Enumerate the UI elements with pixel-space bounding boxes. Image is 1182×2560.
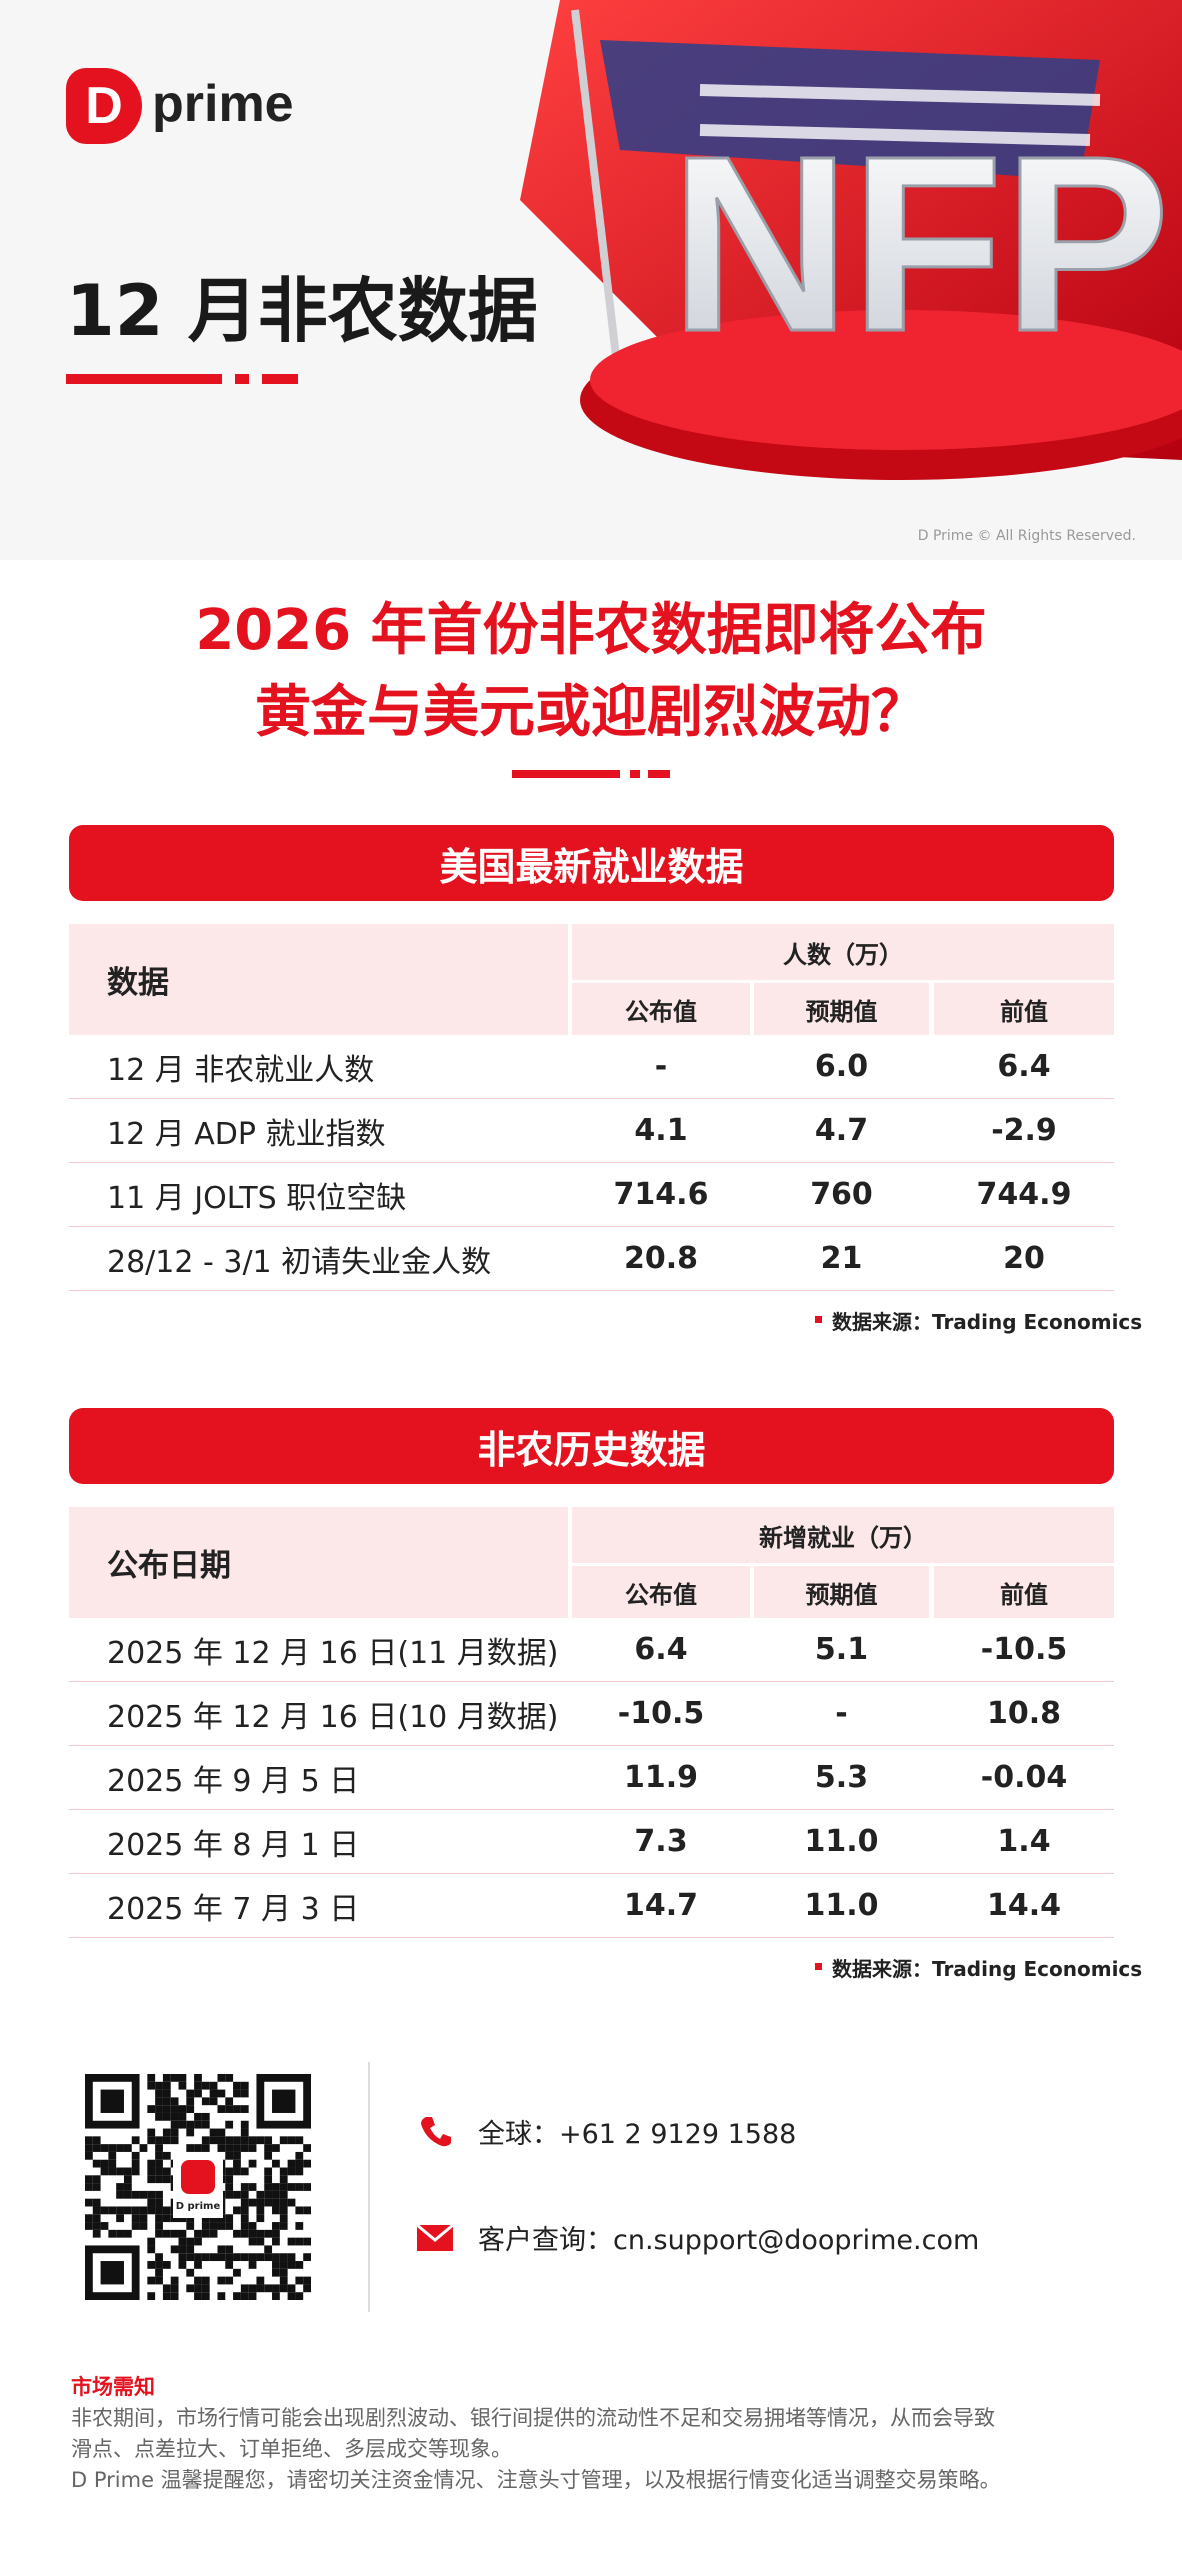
column-header: 预期值 — [754, 983, 929, 1035]
row-header: 公布日期 — [69, 1507, 568, 1618]
row-divider — [69, 1809, 1114, 1810]
divider — [630, 770, 640, 778]
accent — [235, 374, 249, 384]
column-header: 公布值 — [572, 1566, 750, 1618]
row-divider — [69, 1873, 1114, 1874]
table-value: -10.5 — [980, 1632, 1068, 1667]
section-title: 非农历史数据 — [69, 1408, 1114, 1484]
row-divider — [69, 1937, 1114, 1938]
row-label: 12 月 非农就业人数 — [107, 1052, 375, 1088]
table-value: 20.8 — [623, 1241, 699, 1276]
table-value: 6.4 — [634, 1632, 688, 1667]
row-label: 11 月 JOLTS 职位空缺 — [107, 1180, 407, 1216]
qr-svg — [85, 2074, 311, 2300]
section-title: 美国最新就业数据 — [69, 825, 1114, 901]
divider — [512, 770, 620, 778]
hero-art: NFP — [0, 0, 1182, 560]
table-value: 5.3 — [814, 1760, 869, 1795]
table-value: 10.8 — [986, 1696, 1062, 1731]
table-value: 5.1 — [814, 1632, 869, 1667]
row-divider — [69, 1226, 1114, 1227]
notice-line: D Prime 温馨提醒您，请密切关注资金情况、注意头寸管理，以及根据行情变化适… — [71, 2468, 1001, 2492]
row-label: 2025 年 12 月 16 日(11 月数据) — [107, 1635, 559, 1671]
brand: prime — [152, 75, 294, 133]
table-value: -2.9 — [991, 1113, 1057, 1148]
row-divider — [69, 1098, 1114, 1099]
row-divider — [69, 1290, 1114, 1291]
table-value: 1.4 — [997, 1824, 1051, 1859]
column-header: 前值 — [934, 983, 1114, 1035]
column-header: 预期值 — [754, 1566, 929, 1618]
table-value: 6.0 — [814, 1049, 869, 1084]
notice: 市场需知 非农期间，市场行情可能会出现剧烈波动、银行间提供的流动性不足和交易拥堵… — [71, 2372, 1001, 2496]
table-value: 7.3 — [634, 1824, 688, 1859]
source: 数据来源：Trading Economics — [832, 1309, 1143, 1334]
source-bullet — [815, 1963, 822, 1970]
email-icon — [416, 2224, 454, 2251]
divider — [648, 770, 670, 778]
table-value: 744.9 — [976, 1177, 1072, 1212]
source-bullet — [815, 1316, 822, 1323]
notice-line: 滑点、点差拉大、订单拒绝、多层成交等现象。 — [71, 2437, 512, 2461]
notice-title: 市场需知 — [71, 2375, 155, 2399]
table-value: - — [654, 1049, 668, 1084]
row-label: 2025 年 9 月 5 日 — [107, 1763, 360, 1799]
row-label: 28/12 - 3/1 初请失业金人数 — [107, 1244, 492, 1280]
notice-line: 非农期间，市场行情可能会出现剧烈波动、银行间提供的流动性不足和交易拥堵等情况，从… — [71, 2406, 995, 2430]
separator — [368, 2062, 370, 2312]
table-value: -10.5 — [617, 1696, 705, 1731]
row-divider — [69, 1162, 1114, 1163]
phone-icon — [421, 2117, 451, 2147]
group-header: 新增就业（万） — [572, 1507, 1114, 1563]
group-header: 人数（万） — [572, 924, 1114, 980]
qr-brand: D prime — [175, 2200, 221, 2212]
table-value: 11.0 — [804, 1824, 879, 1859]
table-value: 4.7 — [814, 1113, 869, 1148]
table-value: 20 — [1003, 1241, 1045, 1276]
email: 客户查询：cn.support@dooprime.com — [478, 2225, 980, 2256]
row-label: 2025 年 8 月 1 日 — [107, 1827, 360, 1863]
table-value: - — [835, 1696, 848, 1731]
hero-text: NFP — [670, 104, 1170, 383]
row-label: 2025 年 7 月 3 日 — [107, 1891, 360, 1927]
column-header: 公布值 — [572, 983, 750, 1035]
accent — [66, 374, 222, 384]
table-value: 4.1 — [634, 1113, 688, 1148]
table-value: 14.4 — [986, 1888, 1062, 1923]
phone: 全球：+61 2 9129 1588 — [478, 2119, 797, 2150]
qr-code: D prime — [85, 2074, 311, 2300]
headline-line: 黄金与美元或迎剧烈波动？ — [255, 680, 927, 745]
source: 数据来源：Trading Economics — [832, 1956, 1143, 1981]
row-header: 数据 — [69, 924, 568, 1035]
row-label: 12 月 ADP 就业指数 — [107, 1116, 386, 1152]
table-value: 11.0 — [804, 1888, 879, 1923]
table-value: 21 — [820, 1241, 863, 1276]
table-value: 6.4 — [997, 1049, 1051, 1084]
table-value: 760 — [810, 1177, 873, 1212]
page-title: 12 月非农数据 — [66, 270, 538, 352]
table-value: 11.9 — [623, 1760, 699, 1795]
logo-mark: D — [66, 68, 142, 144]
table-value: -0.04 — [980, 1760, 1068, 1795]
table-value: 14.7 — [623, 1888, 699, 1923]
headline-line: 2026 年首份非农数据即将公布 — [195, 598, 987, 663]
column-header: 前值 — [934, 1566, 1114, 1618]
accent — [262, 374, 298, 384]
copyright: D Prime © All Rights Reserved. — [917, 528, 1136, 544]
row-label: 2025 年 12 月 16 日(10 月数据) — [107, 1699, 559, 1735]
row-divider — [69, 1681, 1114, 1682]
row-divider — [69, 1745, 1114, 1746]
table-value: 714.6 — [613, 1177, 709, 1212]
headline: 2026 年首份非农数据即将公布 黄金与美元或迎剧烈波动？ — [0, 590, 1182, 754]
